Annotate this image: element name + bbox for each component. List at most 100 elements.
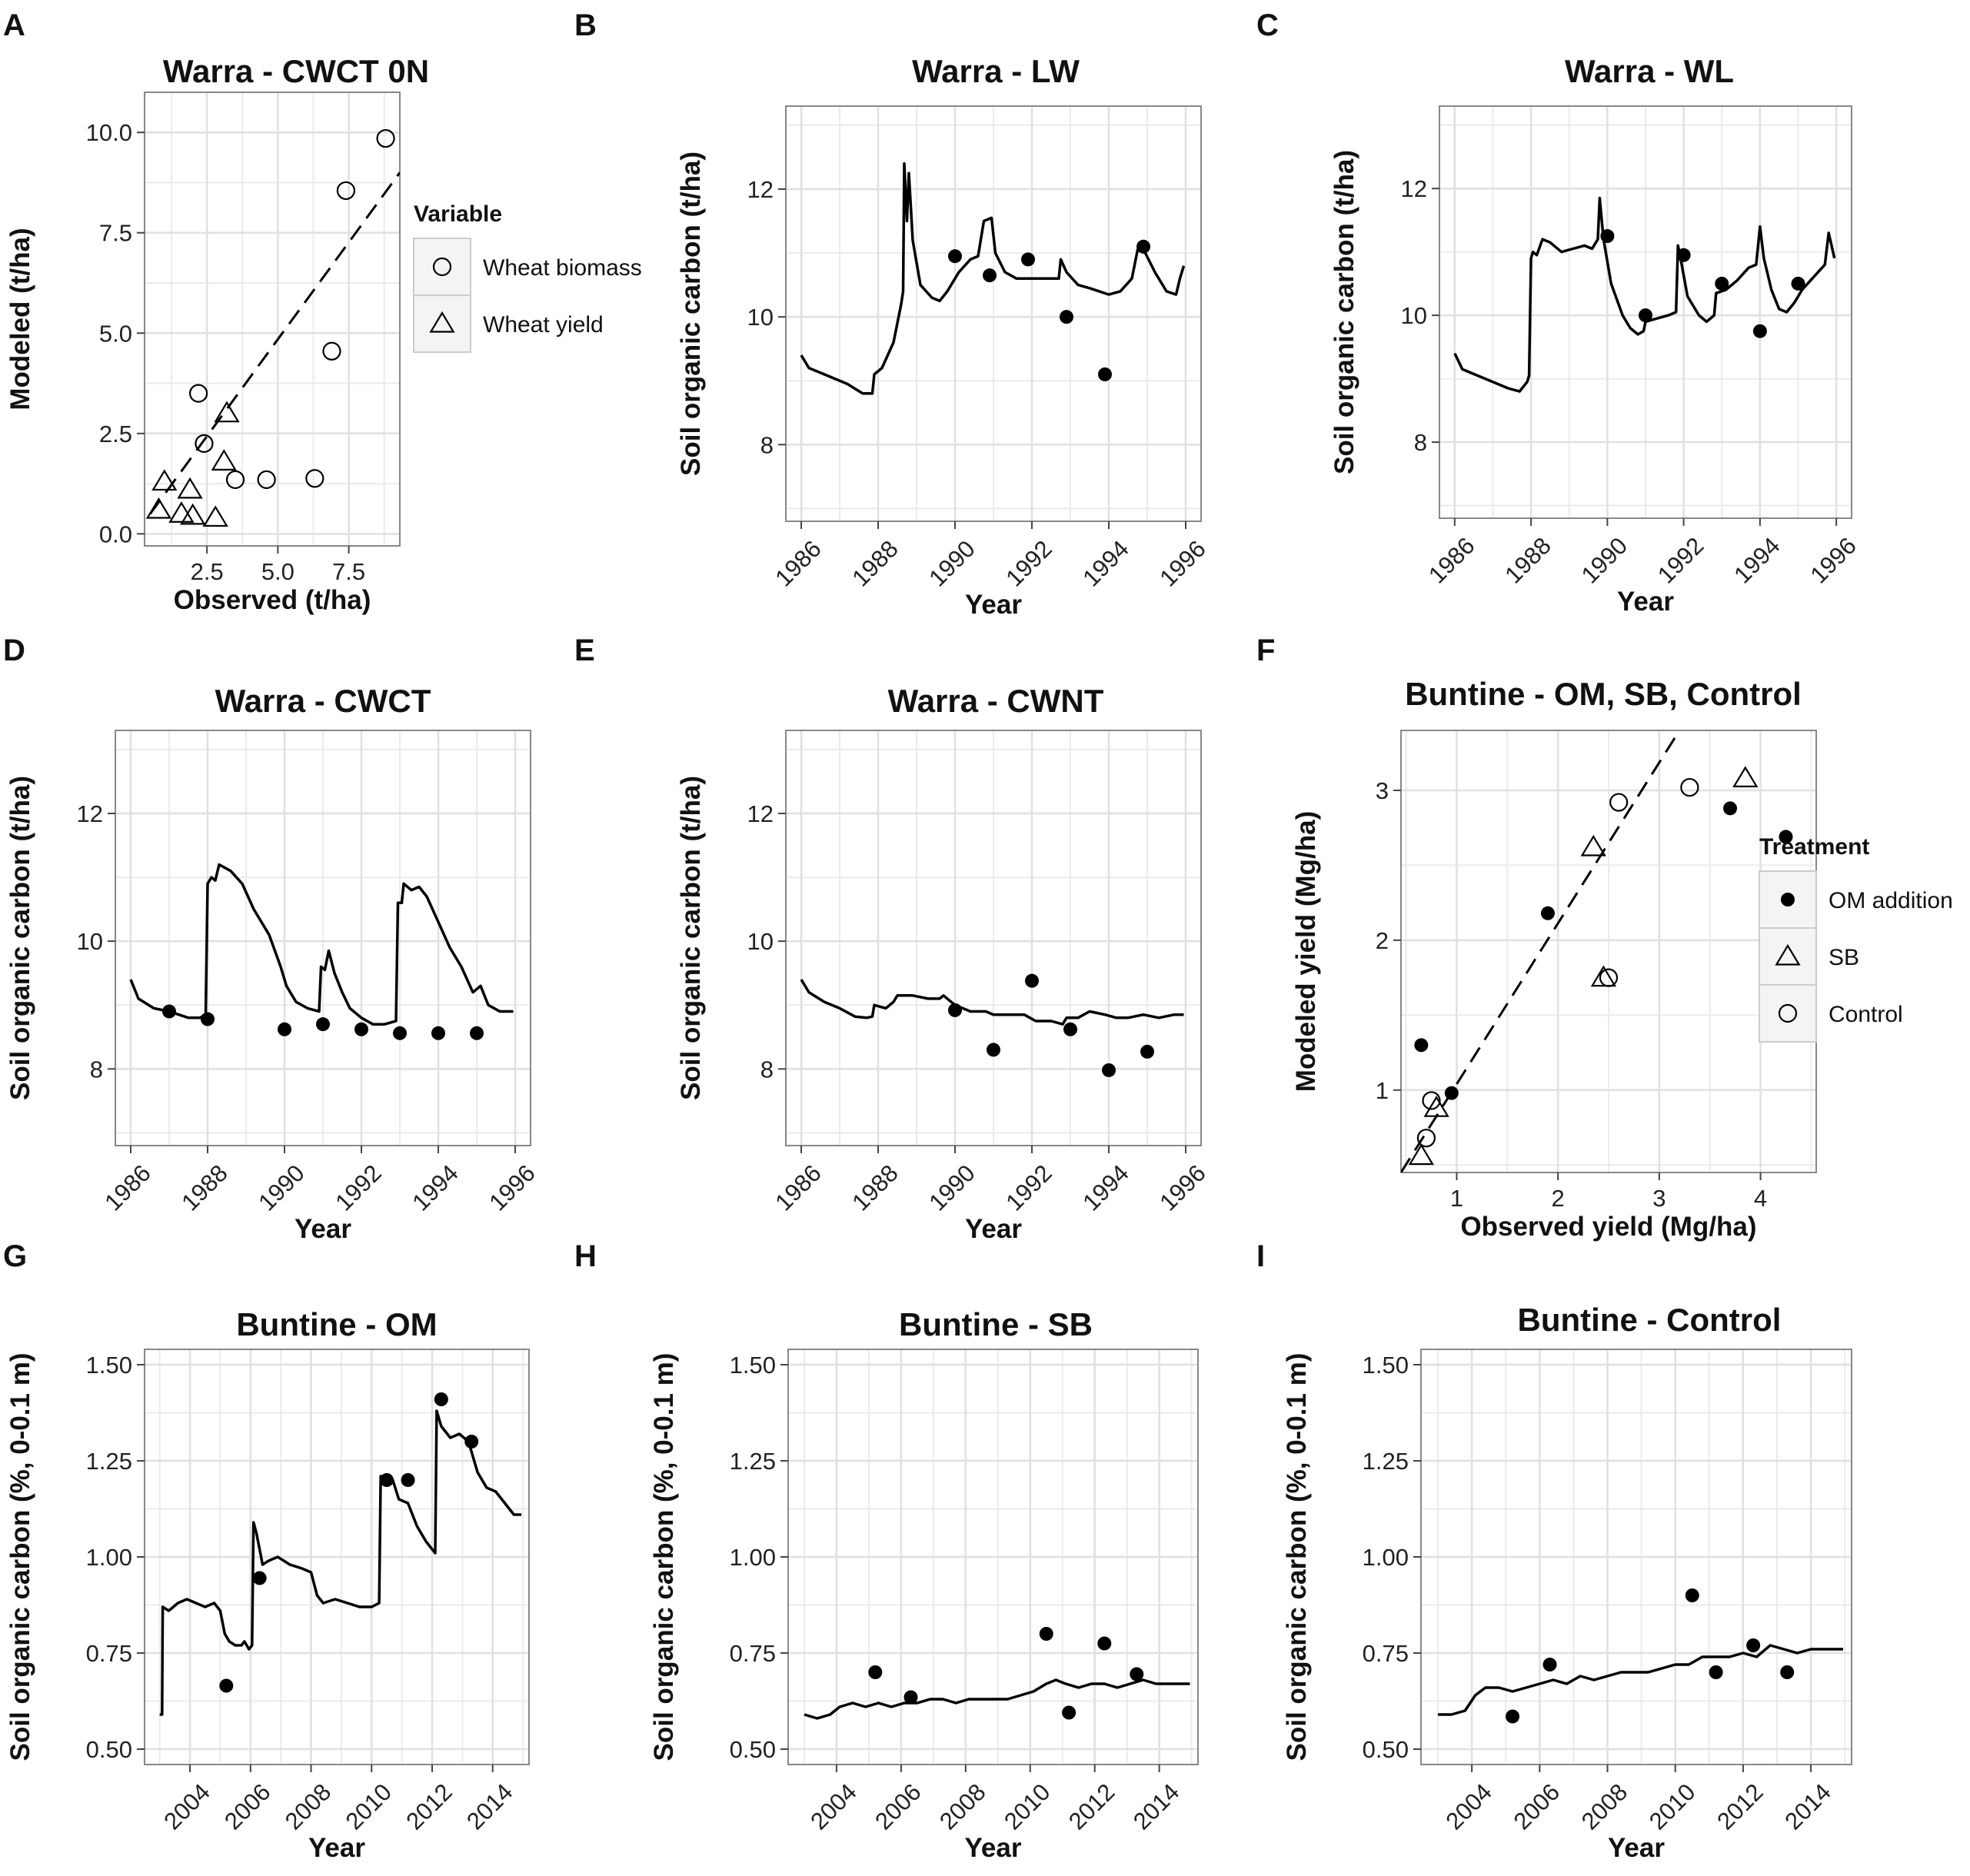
y-tick-label: 1: [1376, 1077, 1389, 1104]
plot-border: [1439, 105, 1852, 519]
x-tick-label: 1990: [923, 1159, 980, 1216]
x-tick-label: 2012: [401, 1778, 458, 1835]
x-tick-label: 2014: [461, 1778, 518, 1835]
grid: [786, 106, 1201, 521]
plot-border: [144, 91, 401, 547]
observed-point: [1685, 1588, 1699, 1602]
legend-key: [413, 238, 471, 296]
data-point: [1416, 1129, 1436, 1148]
y-tick-label: 1.25: [730, 1448, 776, 1475]
x-tick-label: 2012: [1063, 1778, 1120, 1835]
y-tick-label: 10.0: [86, 119, 132, 146]
data-point: [177, 477, 203, 499]
y-tick-label: 1.00: [1363, 1544, 1409, 1571]
y-tick-label: 0.75: [86, 1640, 132, 1667]
x-tick-label: 1994: [1077, 1159, 1134, 1216]
y-axis-label: Modeled (t/ha): [5, 228, 35, 410]
y-tick-label: 1.00: [86, 1544, 132, 1571]
chart-title: Buntine - SB: [899, 1306, 1093, 1342]
model-line: [159, 1409, 522, 1716]
observed-point: [470, 1026, 484, 1040]
y-tick-label: 12: [77, 800, 103, 827]
plot-marks: [800, 162, 1186, 395]
y-tick-label: 8: [1414, 429, 1427, 456]
y-axis-label: Modeled yield (Mg/ha): [1291, 811, 1321, 1093]
panel-letter: F: [1256, 634, 1275, 667]
observed-point: [948, 1003, 962, 1017]
y-tick-label: 8: [760, 1056, 774, 1083]
panel-letter: A: [3, 8, 25, 42]
x-tick-label: 1988: [847, 535, 903, 592]
data-point: [180, 503, 206, 525]
x-tick-label: 2010: [341, 1778, 398, 1835]
observed-point: [868, 1665, 883, 1679]
y-tick-label: 1.50: [86, 1352, 132, 1379]
y-tick-label: 0.75: [730, 1640, 776, 1667]
x-tick-label: 1996: [1805, 532, 1862, 589]
observed-point: [903, 1690, 918, 1705]
y-axis-label: Soil organic carbon (t/ha): [5, 776, 35, 1100]
plot-border: [785, 730, 1202, 1146]
panel-g: G 2004 2006 2008 2010 2012 2014 0.50 0.75 1.00 1.2…: [3, 1239, 530, 1863]
data-point: [376, 128, 395, 148]
x-axis-label: Year: [965, 1833, 1022, 1863]
plot-marks: [1401, 730, 1793, 1172]
x-tick-label: 1986: [770, 1159, 827, 1216]
model-line: [800, 979, 1184, 1026]
y-tick-label: 1.50: [1363, 1352, 1409, 1379]
legend-label: OM addition: [1829, 888, 1953, 913]
y-tick-label: 2.5: [99, 421, 132, 447]
panel-h: H 2004 2006 2008 2010 2012 2014 0.50 0.75 1.00 1.2…: [574, 1239, 1199, 1863]
observed-point: [1098, 367, 1112, 381]
y-tick-label: 7.5: [99, 220, 132, 247]
y-axis-label: Soil organic carbon (%, 0-0.1 m): [649, 1353, 679, 1761]
x-tick-label: 2010: [1644, 1778, 1701, 1835]
data-point: [1723, 801, 1738, 816]
x-tick-label: 2006: [870, 1778, 927, 1835]
observed-point: [948, 249, 962, 264]
data-point: [214, 401, 240, 423]
y-tick-label: 5.0: [99, 320, 132, 347]
x-tick-label: 1986: [99, 1159, 156, 1216]
plot-area: [145, 92, 400, 546]
x-tick-label: 2008: [280, 1778, 337, 1835]
x-tick-label: 1986: [770, 535, 827, 592]
data-point: [211, 449, 237, 471]
data-point: [1414, 1038, 1429, 1053]
grid: [1439, 106, 1852, 518]
y-tick-label: 3: [1376, 777, 1389, 804]
plot-border: [115, 730, 531, 1146]
one-to-one-line: [149, 171, 400, 515]
x-tick-label: 2008: [934, 1778, 991, 1835]
observed-point: [1639, 308, 1652, 323]
grid: [1421, 1349, 1852, 1765]
panel-letter: I: [1256, 1239, 1265, 1273]
x-axis-label: Year: [1608, 1833, 1665, 1863]
observed-point: [983, 268, 997, 283]
data-point: [1408, 1143, 1434, 1166]
grid: [145, 92, 400, 546]
x-tick-label: 2012: [1712, 1778, 1769, 1835]
legend-marker: [432, 257, 452, 277]
observed-point: [1039, 1627, 1053, 1641]
panel-letter: D: [3, 634, 25, 667]
data-point: [336, 181, 356, 201]
x-axis-label: Year: [295, 1214, 351, 1244]
x-tick-label: 3: [1652, 1185, 1666, 1212]
data-point: [1422, 1091, 1441, 1110]
observed-point: [1060, 310, 1073, 324]
data-point: [1580, 834, 1606, 857]
observed-point: [1600, 229, 1615, 244]
legend-label: Wheat biomass: [483, 255, 642, 281]
legend: Treatment OM addition SB Control: [1759, 834, 1953, 1043]
y-tick-label: 0.50: [730, 1736, 776, 1763]
panel-letter: G: [3, 1239, 27, 1273]
observed-point: [401, 1473, 415, 1487]
panel-d: D 1986 1988 1990 1992 1994 1996 8 10 12 Warra - CW…: [3, 634, 541, 1244]
observed-point: [431, 1026, 445, 1040]
legend-marker: [429, 311, 455, 333]
x-tick-label: 1988: [1499, 532, 1556, 589]
observed-point: [1062, 1705, 1077, 1720]
data-point: [1599, 968, 1619, 987]
data-point: [225, 470, 245, 489]
